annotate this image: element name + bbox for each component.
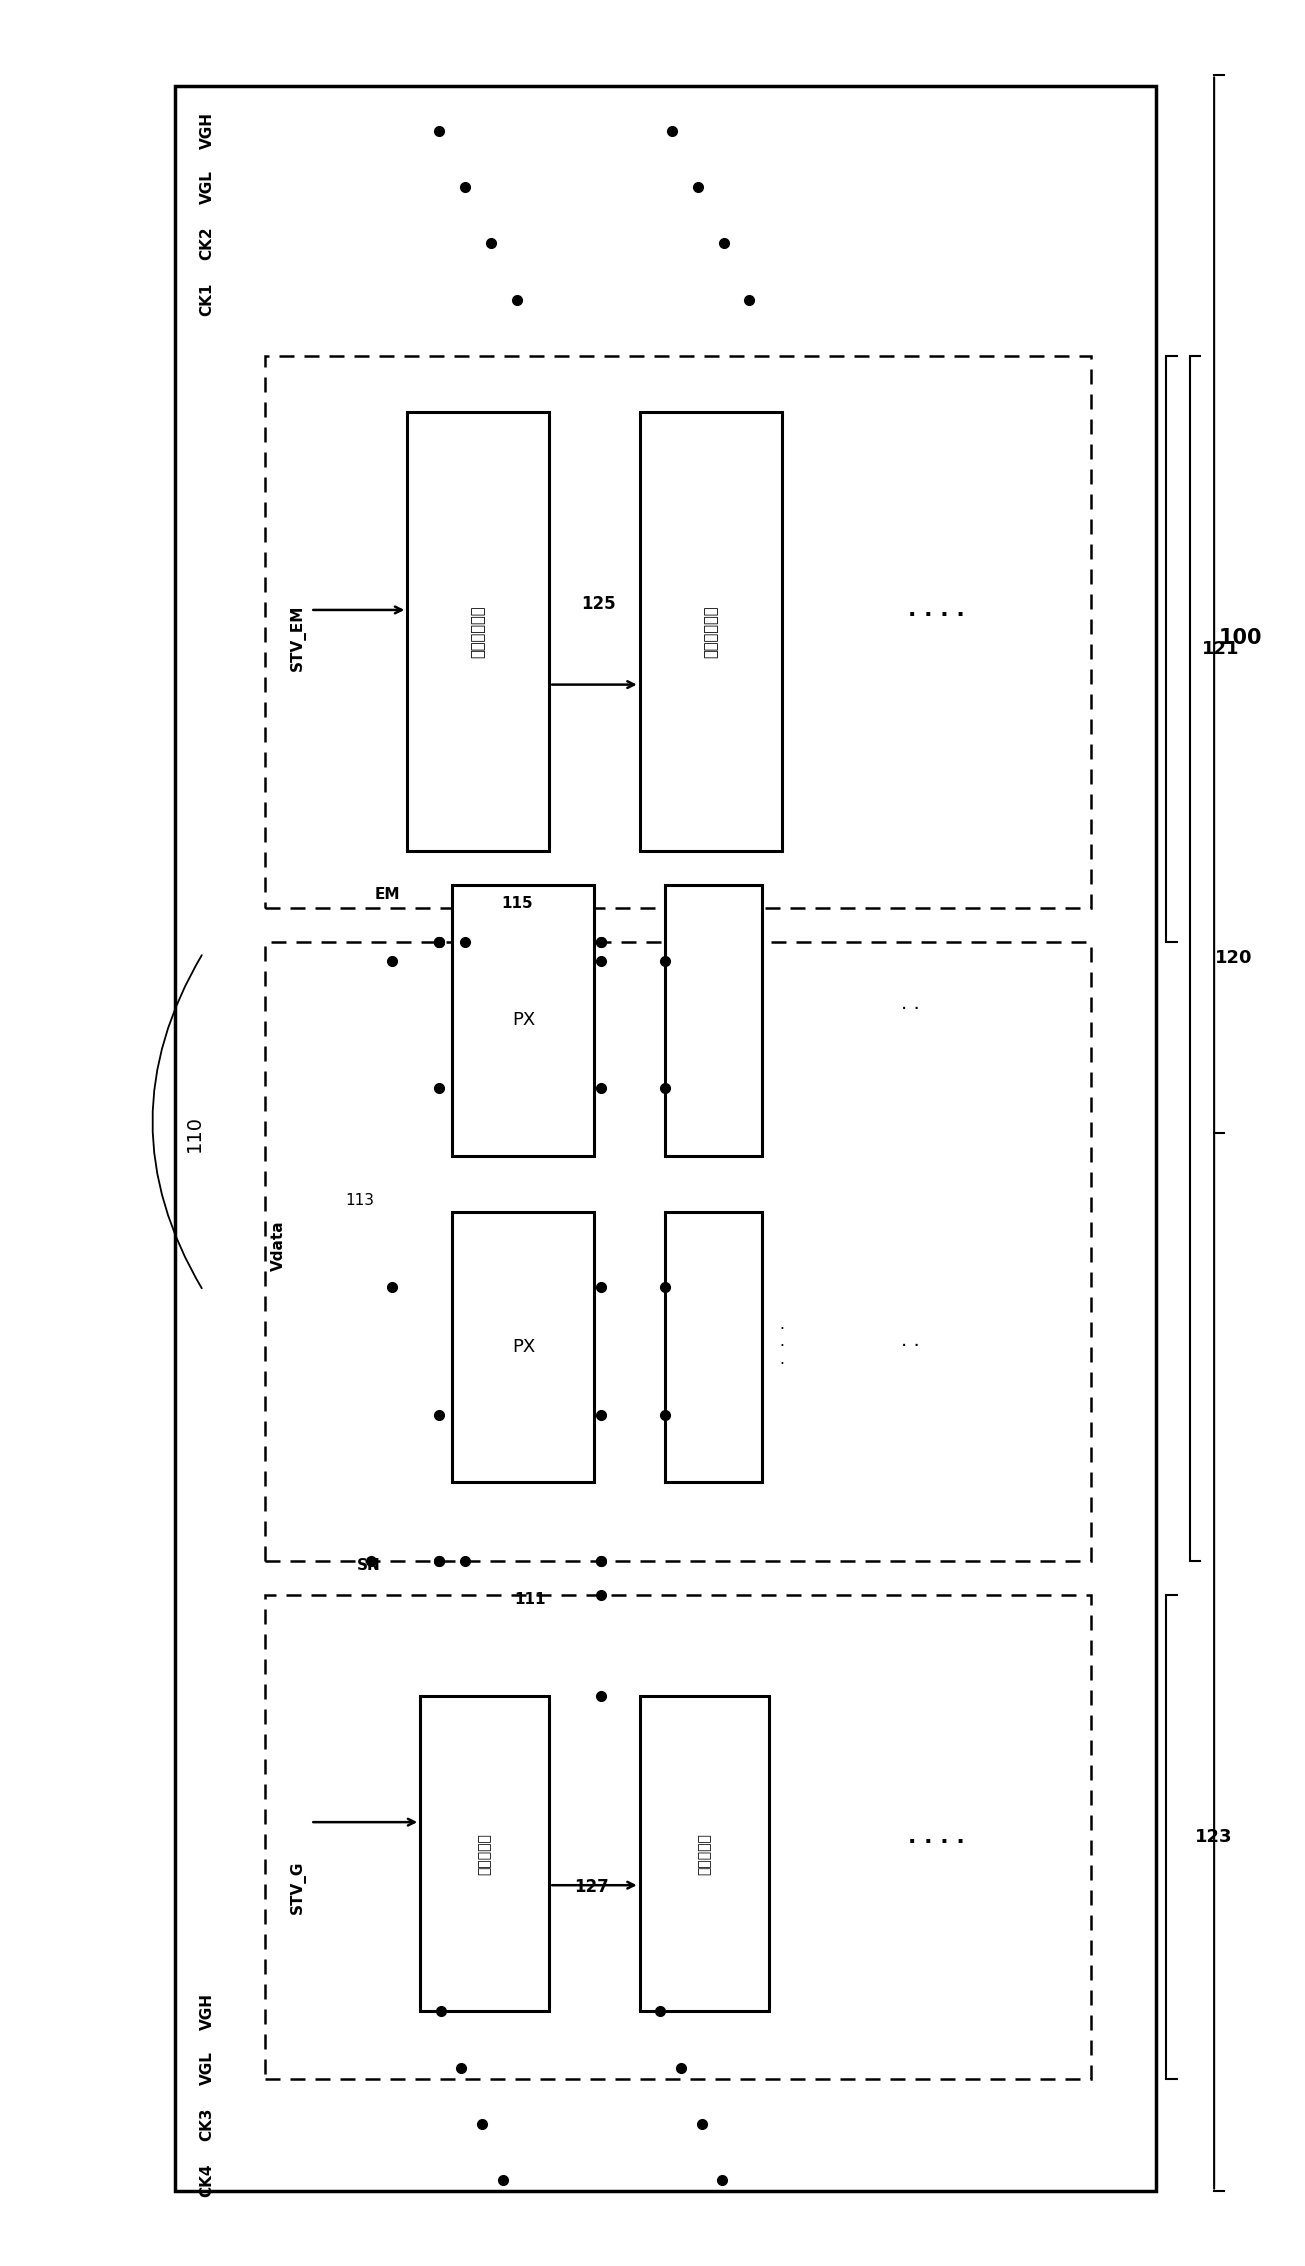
Text: 位移更存器: 位移更存器 <box>697 1833 711 1874</box>
Text: · · · ·: · · · · <box>908 605 964 625</box>
Text: STV_G: STV_G <box>290 1860 305 1915</box>
Text: 100: 100 <box>1218 628 1262 648</box>
Text: 120: 120 <box>1215 949 1253 968</box>
Text: 113: 113 <box>345 1194 375 1208</box>
Bar <box>666 1212 762 1482</box>
Bar <box>420 1695 549 2012</box>
Text: 121: 121 <box>1202 639 1240 657</box>
Bar <box>453 886 594 1156</box>
Text: · ·: · · <box>902 999 920 1020</box>
Text: VGH: VGH <box>200 1992 214 2030</box>
Text: CK4: CK4 <box>200 2164 214 2198</box>
Text: · ·: · · <box>902 1337 920 1357</box>
Bar <box>407 412 549 852</box>
Text: SN: SN <box>356 1559 380 1573</box>
Text: PX: PX <box>512 1011 535 1029</box>
Text: PX: PX <box>512 1337 535 1355</box>
Text: 111: 111 <box>514 1591 545 1607</box>
Text: · · · ·: · · · · <box>908 1833 964 1851</box>
Bar <box>175 86 1156 2191</box>
Text: 110: 110 <box>184 1115 204 1151</box>
Text: 发光控制单元: 发光控制单元 <box>471 605 485 657</box>
Bar <box>453 1212 594 1482</box>
Text: STV_EM: STV_EM <box>290 605 305 671</box>
Text: ·
·
·: · · · <box>779 1321 784 1371</box>
Bar <box>265 1595 1091 2078</box>
Text: 发光控制单元: 发光控制单元 <box>703 605 718 657</box>
Text: 125: 125 <box>581 594 616 612</box>
Text: CK3: CK3 <box>200 2107 214 2141</box>
Text: EM: EM <box>375 886 401 902</box>
Bar <box>666 886 762 1156</box>
Text: CK2: CK2 <box>200 227 214 261</box>
Bar <box>639 412 782 852</box>
Text: 位移更存器: 位移更存器 <box>478 1833 492 1874</box>
Text: 115: 115 <box>501 895 532 911</box>
Text: VGL: VGL <box>200 170 214 204</box>
Text: 127: 127 <box>574 1879 609 1897</box>
Text: VGL: VGL <box>200 2051 214 2085</box>
Bar <box>265 356 1091 909</box>
Bar <box>265 943 1091 1561</box>
Text: 123: 123 <box>1195 1829 1233 1847</box>
Bar <box>639 1695 769 2012</box>
Text: Vdata: Vdata <box>270 1221 286 1271</box>
Text: CK1: CK1 <box>200 283 214 317</box>
Text: VGH: VGH <box>200 113 214 150</box>
